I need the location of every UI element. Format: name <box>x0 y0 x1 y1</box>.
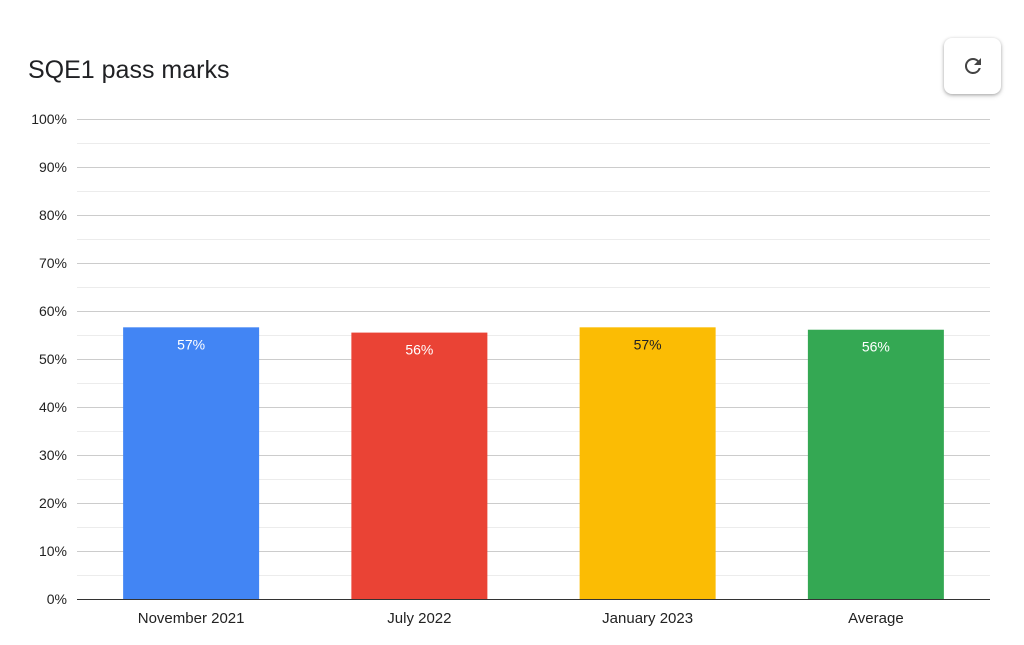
bar <box>807 329 944 599</box>
data-label: 56% <box>405 342 433 358</box>
bar <box>351 332 488 599</box>
y-tick-label: 70% <box>39 255 67 271</box>
y-tick-label: 40% <box>39 399 67 415</box>
x-tick-label: July 2022 <box>387 610 451 627</box>
y-tick-label: 20% <box>39 495 67 511</box>
y-tick-label: 90% <box>39 159 67 175</box>
bar <box>123 327 260 599</box>
y-tick-label: 30% <box>39 447 67 463</box>
data-label: 56% <box>862 339 890 355</box>
x-tick-label: November 2021 <box>138 610 245 627</box>
y-tick-label: 60% <box>39 303 67 319</box>
x-tick-label: January 2023 <box>602 610 693 627</box>
data-label: 57% <box>177 336 205 352</box>
chart-title: SQE1 pass marks <box>28 56 230 84</box>
y-tick-label: 10% <box>39 543 67 559</box>
x-tick-label: Average <box>848 610 904 627</box>
bar <box>579 327 716 599</box>
y-tick-label: 0% <box>47 591 67 607</box>
y-tick-label: 100% <box>31 111 67 127</box>
y-tick-label: 50% <box>39 351 67 367</box>
data-label: 57% <box>634 336 662 352</box>
y-tick-label: 80% <box>39 207 67 223</box>
refresh-button[interactable] <box>944 38 1001 94</box>
